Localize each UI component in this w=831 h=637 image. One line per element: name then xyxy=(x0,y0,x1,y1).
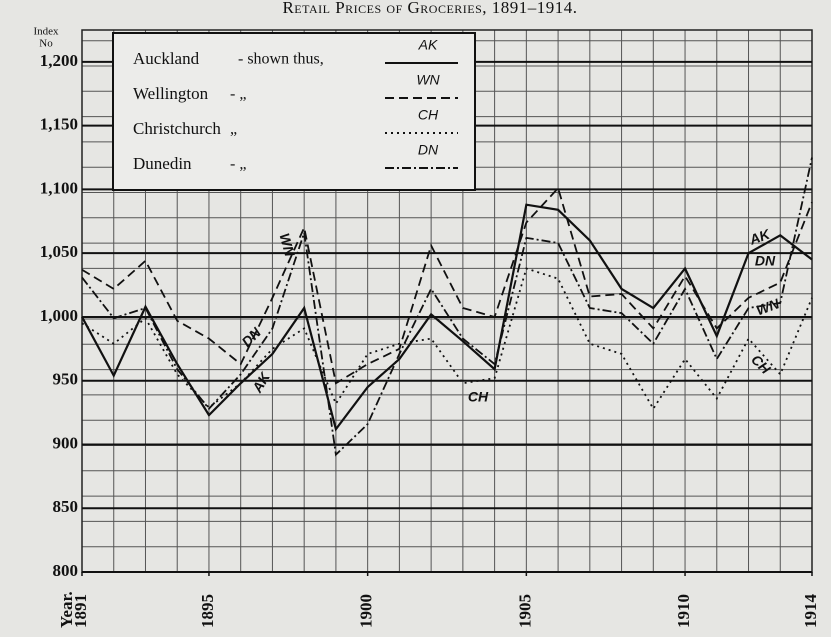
x-label: Year. xyxy=(57,591,76,628)
legend-code: AK xyxy=(418,37,438,53)
x-tick-label: 1895 xyxy=(198,594,217,628)
annotation: DN xyxy=(755,253,776,269)
y-tick-label: 800 xyxy=(53,561,79,580)
y-tick-label: 1,200 xyxy=(40,51,78,70)
legend-label: Dunedin xyxy=(133,154,192,173)
series-line xyxy=(81,267,813,411)
x-tick-label: 1914 xyxy=(801,594,820,629)
series-line xyxy=(81,203,813,432)
legend-code: CH xyxy=(418,107,439,123)
series-line xyxy=(81,157,813,457)
legend-label: Wellington xyxy=(133,84,209,103)
y-label: Index xyxy=(33,26,59,38)
legend-code: DN xyxy=(418,142,439,158)
x-tick-label: 1900 xyxy=(357,594,376,628)
legend-note: „ xyxy=(230,121,237,138)
series-line xyxy=(81,186,813,385)
x-tick-label: 1891 xyxy=(71,594,90,628)
y-tick-label: 1,000 xyxy=(40,306,78,325)
y-tick-label: 900 xyxy=(53,433,79,452)
annotation: AK xyxy=(746,226,772,249)
annotation: WN xyxy=(754,295,782,318)
y-tick-label: 1,100 xyxy=(40,178,78,197)
legend-code: WN xyxy=(416,72,440,88)
legend-note: - shown thus, xyxy=(238,51,324,68)
lines xyxy=(81,157,813,457)
legend-box xyxy=(112,32,476,191)
annotation: CH xyxy=(468,389,489,405)
y-tick-label: 950 xyxy=(53,370,79,389)
x-tick-label: 1910 xyxy=(674,594,693,628)
annotation: WN xyxy=(277,231,299,259)
chart-title: Retail Prices of Groceries, 1891–1914. xyxy=(282,0,577,17)
legend-note: - „ xyxy=(230,156,246,173)
x-tick-label: 1905 xyxy=(515,594,534,628)
y-tick-label: 1,150 xyxy=(40,115,78,134)
y-tick-label: 1,050 xyxy=(40,242,78,261)
legend-label: Auckland xyxy=(133,49,200,68)
legend-note: - „ xyxy=(230,86,246,103)
legend-label: Christchurch xyxy=(133,119,221,138)
y-tick-label: 850 xyxy=(53,497,79,516)
legend: Auckland - shown thus, AK Wellington - „ WN Ch… xyxy=(112,32,476,191)
y-label: No xyxy=(39,38,53,50)
